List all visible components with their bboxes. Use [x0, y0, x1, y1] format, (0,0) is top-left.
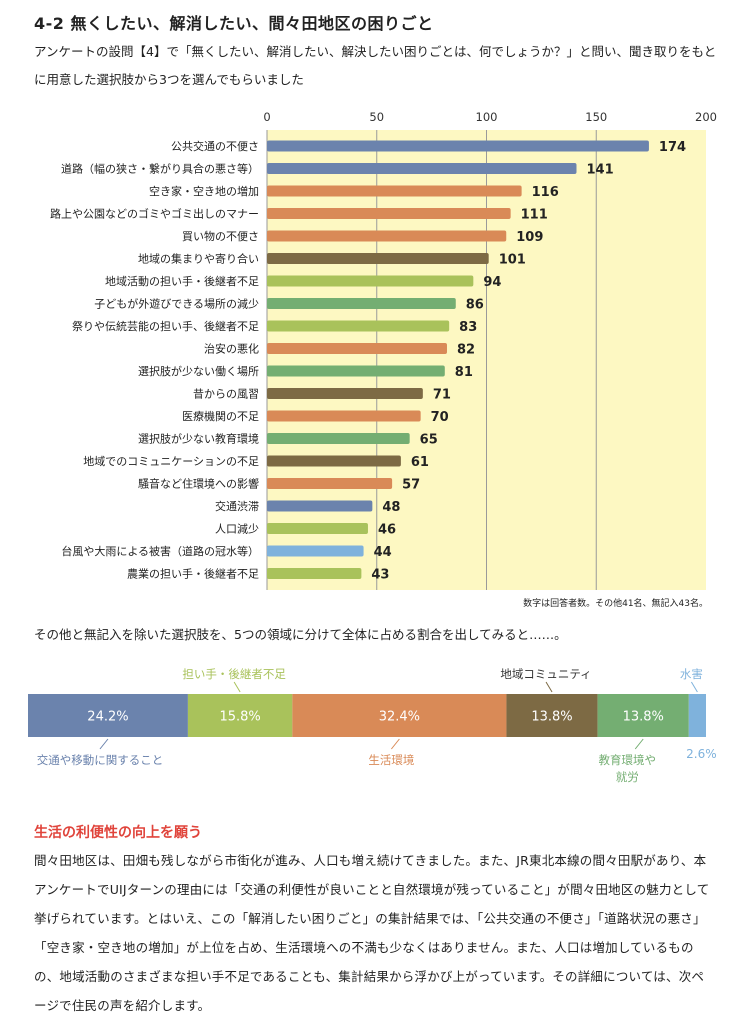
stack-segment	[688, 694, 706, 737]
segment-value-label: 13.8%	[623, 710, 664, 725]
page-heading: 4-2 無くしたい、解消したい、間々田地区の困りごと	[34, 14, 434, 33]
x-tick-label: 200	[695, 110, 717, 124]
segment-name-label: 水害	[680, 667, 703, 681]
category-label: 地域の集まりや寄り合い	[138, 252, 259, 266]
bar	[267, 253, 489, 264]
bar	[267, 298, 456, 309]
bar-value-label: 81	[455, 365, 473, 380]
bar	[267, 230, 507, 242]
bar-value-label: 43	[371, 568, 389, 583]
bar-value-label: 94	[483, 275, 501, 290]
section-subheading: 生活の利便性の向上を願う	[34, 825, 202, 841]
bar-value-label: 46	[378, 523, 396, 538]
bar	[267, 185, 522, 197]
bar-value-label: 82	[457, 343, 475, 358]
bar-value-label: 70	[431, 410, 449, 425]
category-label: 祭りや伝統芸能の担い手、後継者不足	[72, 319, 259, 333]
bar	[267, 523, 368, 534]
segment-leader-line	[390, 738, 400, 750]
segment-leader-line	[545, 681, 553, 693]
segment-name-label: 担い手・後継者不足	[182, 667, 286, 681]
share-lead-text: その他と無記入を除いた選択肢を、5つの領域に分けて全体に占める割合を出してみると…	[34, 627, 567, 642]
category-label: 医療機関の不足	[182, 409, 259, 423]
bar-value-label: 61	[411, 455, 429, 470]
bar	[267, 320, 450, 332]
segment-leader-line	[233, 681, 241, 693]
category-label: 選択肢が少ない教育環境	[138, 432, 259, 446]
bar	[267, 478, 393, 489]
stack-segment	[28, 694, 188, 737]
bar	[267, 208, 511, 219]
category-label: 道路（幅の狭さ・繋がり具合の悪さ等）	[61, 162, 259, 176]
category-label: 選択肢が少ない働く場所	[138, 364, 259, 378]
bar	[267, 410, 421, 422]
bar	[267, 388, 423, 399]
x-tick-label: 100	[476, 110, 498, 124]
share-stacked-chart: 24.2% 交通や移動に関すること 15.8% 担い手・後継者不足 32.4% 生活環境 1…	[28, 667, 717, 784]
category-label: 路上や公園などのゴミやゴミ出しのマナー	[50, 207, 259, 221]
segment-name-label: 交通や移動に関すること	[37, 753, 164, 767]
stack-segment	[187, 694, 293, 737]
segment-leader-line	[690, 681, 698, 693]
bar	[267, 500, 373, 512]
segment-value-label: 15.8%	[219, 710, 260, 725]
category-label: 騒音など住環境への影響	[138, 477, 259, 491]
category-label: 子どもが外遊びできる場所の減少	[94, 297, 259, 311]
bar-value-label: 174	[659, 140, 686, 155]
x-tick-label: 150	[585, 110, 607, 124]
bar-value-label: 44	[374, 545, 392, 560]
segment-value-label: 24.2%	[87, 710, 128, 725]
chart-note: 数字は回答者数。その他41名、無記入43名。	[523, 599, 708, 609]
bar	[267, 343, 447, 354]
category-label: 空き家・空き地の増加	[149, 184, 259, 198]
category-label: 地域でのコミュニケーションの不足	[83, 455, 259, 468]
bar-value-label: 48	[382, 500, 400, 515]
bar-value-label: 116	[532, 185, 559, 200]
x-tick-label: 0	[263, 110, 270, 124]
ranking-bar-chart: 0 50 100 150 200 174 公共交通の不便さ 141 道路（幅の狭さ・繋がり具合の…	[50, 110, 717, 590]
bar	[267, 275, 474, 287]
bar-value-label: 109	[516, 230, 543, 245]
category-label: 人口減少	[215, 522, 259, 536]
segment-leader-line	[99, 738, 109, 750]
bar	[267, 455, 401, 467]
bar-value-label: 141	[586, 163, 613, 178]
bar	[267, 365, 445, 377]
stack-segment	[292, 694, 507, 737]
stack-segment	[597, 694, 689, 737]
bar	[267, 545, 364, 557]
bar-value-label: 83	[459, 320, 477, 335]
category-label: 昔からの風習	[193, 388, 259, 401]
bar-value-label: 71	[433, 388, 451, 403]
bar-value-label: 111	[521, 208, 548, 223]
segment-name-label: 教育環境や就労	[598, 753, 656, 784]
category-label: 地域活動の担い手・後継者不足	[105, 274, 259, 288]
segment-value-label: 13.8%	[531, 710, 572, 725]
category-label: 農業の担い手・後継者不足	[127, 567, 259, 581]
bar-value-label: 57	[402, 478, 420, 493]
segment-name-label: 生活環境	[368, 753, 414, 767]
bar-value-label: 65	[420, 433, 438, 448]
segment-leader-line	[634, 738, 644, 750]
bar	[267, 140, 649, 152]
segment-name-label: 地域コミュニティ	[500, 667, 591, 681]
segment-value-label: 32.4%	[379, 710, 420, 725]
category-label: 交通渋滞	[215, 499, 259, 513]
stack-segment	[506, 694, 598, 737]
intro-text: アンケートの設問【4】で「無くしたい、解消したい、解決したい困りごとは、何でしょ…	[34, 44, 717, 87]
category-label: 買い物の不便さ	[182, 229, 259, 243]
category-label: 治安の悪化	[204, 342, 259, 356]
bar-value-label: 86	[466, 298, 484, 313]
x-tick-label: 50	[369, 110, 384, 124]
body-paragraph: 間々田地区は、田畑も残しながら市街化が進み、人口も増え続けてきました。また、JR…	[34, 853, 710, 1013]
bar	[267, 163, 577, 174]
category-label: 台風や大雨による被害（道路の冠水等）	[61, 544, 259, 558]
bar-value-label: 101	[499, 253, 526, 268]
category-label: 公共交通の不便さ	[171, 139, 259, 153]
bar	[267, 568, 362, 579]
segment-value-label: 2.6%	[686, 747, 717, 761]
bar	[267, 433, 410, 444]
